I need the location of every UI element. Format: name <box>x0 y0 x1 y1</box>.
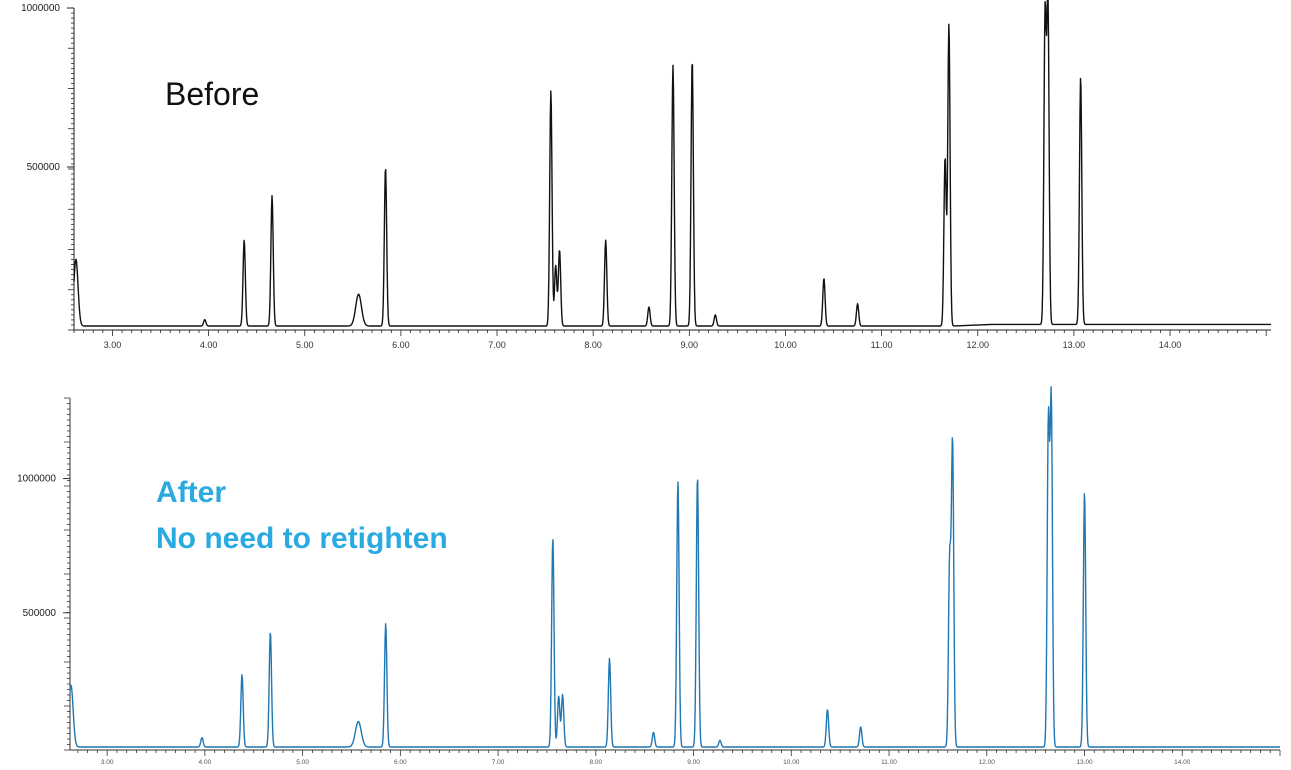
peak-apex <box>1079 76 1083 80</box>
peak-apex <box>384 165 388 169</box>
x-tick-label: 13.00 <box>1076 759 1093 765</box>
x-tick-label: 3.00 <box>101 759 114 765</box>
peak-apex <box>943 155 947 159</box>
after-label: After No need to retighten <box>156 476 448 555</box>
peak-apex <box>718 738 722 742</box>
peak-apex <box>948 560 952 564</box>
peak-apex <box>856 302 860 306</box>
x-tick-label: 13.00 <box>1063 340 1086 350</box>
x-tick-label: 9.00 <box>681 340 699 350</box>
x-tick-label: 10.00 <box>774 340 797 350</box>
peak-apex <box>356 719 360 723</box>
after-chromatogram: 1000000 500000 3.00 4.00 5.00 6.00 7.00 8.00 9.0… <box>17 386 1281 766</box>
peak-apex <box>671 63 675 67</box>
peak-apex <box>1046 3 1050 7</box>
x-tick-label: 6.00 <box>392 340 410 350</box>
peak-apex <box>268 630 272 634</box>
peak-apex <box>74 257 78 261</box>
peak-apex <box>1046 423 1050 427</box>
peak-apex <box>859 725 863 729</box>
peak-apex <box>203 318 207 322</box>
x-tick-label: 7.00 <box>488 340 506 350</box>
peak-apex <box>1083 490 1087 494</box>
peak-apex <box>947 22 951 26</box>
peak-apex <box>825 707 829 711</box>
before-chromatogram: 1000000 500000 3.00 4.00 5.00 6.00 7.00 8.00 9.0… <box>21 0 1272 350</box>
x-tick-label: 8.00 <box>584 340 602 350</box>
x-tick-label: 12.00 <box>979 759 996 765</box>
peak-apex <box>713 313 717 317</box>
x-tick-label: 5.00 <box>296 759 309 765</box>
x-tick-label: 3.00 <box>104 340 122 350</box>
peak-apex <box>384 622 388 626</box>
peak-apex <box>951 442 955 446</box>
peak-apex <box>69 683 73 687</box>
peak-apex <box>695 474 699 478</box>
y-tick-label: 500000 <box>23 608 57 619</box>
x-tick-label: 9.00 <box>687 759 700 765</box>
x-tick-label: 14.00 <box>1174 759 1191 765</box>
x-tick-label: 5.00 <box>296 340 314 350</box>
peak-apex <box>558 248 562 252</box>
peak-apex <box>608 656 612 660</box>
y-tick-label: 500000 <box>27 162 61 173</box>
x-tick-label: 12.00 <box>966 340 989 350</box>
peak-apex <box>822 276 826 280</box>
peak-apex <box>676 479 680 483</box>
y-tick-label: 1000000 <box>17 474 56 485</box>
x-tick-label: 11.00 <box>871 340 893 350</box>
x-tick-label: 6.00 <box>394 759 407 765</box>
peak-apex <box>557 694 561 698</box>
peak-apex <box>240 673 244 677</box>
x-tick-label: 4.00 <box>199 759 212 765</box>
peak-apex <box>551 536 555 540</box>
peak-apex <box>651 730 655 734</box>
peak-apex <box>647 305 651 309</box>
peak-apex <box>549 89 553 93</box>
peak-apex <box>690 57 694 61</box>
x-tick-label: 4.00 <box>200 340 218 350</box>
peak-apex <box>357 292 361 296</box>
peak-apex <box>1049 401 1053 405</box>
chromatogram-trace <box>73 0 1272 327</box>
chromatogram-trace <box>69 386 1281 748</box>
peak-apex <box>604 238 608 242</box>
x-tick-label: 11.00 <box>881 759 897 765</box>
peak-apex <box>242 238 246 242</box>
y-tick-label: 1000000 <box>21 3 60 14</box>
peak-apex <box>200 736 204 740</box>
x-tick-label: 14.00 <box>1159 340 1182 350</box>
peak-apex <box>554 264 558 268</box>
peak-apex <box>270 194 274 198</box>
x-tick-label: 7.00 <box>492 759 505 765</box>
x-tick-label: 10.00 <box>783 759 800 765</box>
peak-apex <box>1043 16 1047 20</box>
peak-apex <box>561 693 565 697</box>
x-tick-label: 8.00 <box>590 759 603 765</box>
before-label: Before <box>165 76 260 112</box>
